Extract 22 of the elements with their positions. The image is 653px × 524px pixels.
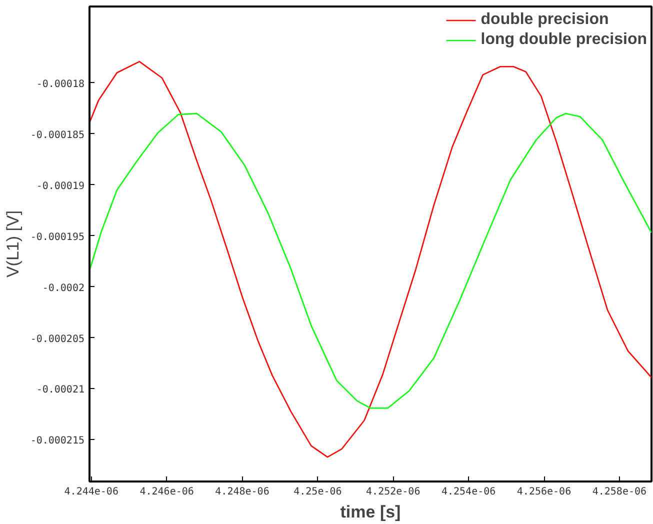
y-tick-label: -0.00018 [36,78,85,90]
legend-label: long double precision [480,31,647,49]
legend-label: double precision [480,11,609,29]
x-tick-label: 4.25e-06 [294,486,342,498]
x-tick-label: 4.246e-06 [140,486,194,498]
y-tick-label: -0.000185 [30,130,85,141]
x-axis-title: time [s] [340,502,401,522]
y-tick-label: -0.000215 [30,436,85,447]
y-tick-label: -0.0002 [42,282,85,294]
x-tick-label: 4.244e-06 [64,486,118,498]
y-tick-label: -0.000205 [30,334,85,345]
line-series [90,60,652,458]
x-tick-label: 4.252e-06 [366,486,420,498]
x-tick-label: 4.248e-06 [215,486,270,498]
x-tick-label: 4.254e-06 [441,486,496,498]
line-series [90,112,652,409]
y-tick-label: -0.00019 [36,180,85,192]
x-tick-label: 4.258e-06 [592,486,647,498]
y-tick-label: -0.000195 [30,232,85,243]
x-tick-label: 4.256e-06 [516,486,572,498]
y-tick-label: -0.00021 [36,384,85,396]
y-axis-title: V(L1) [V] [3,210,22,278]
